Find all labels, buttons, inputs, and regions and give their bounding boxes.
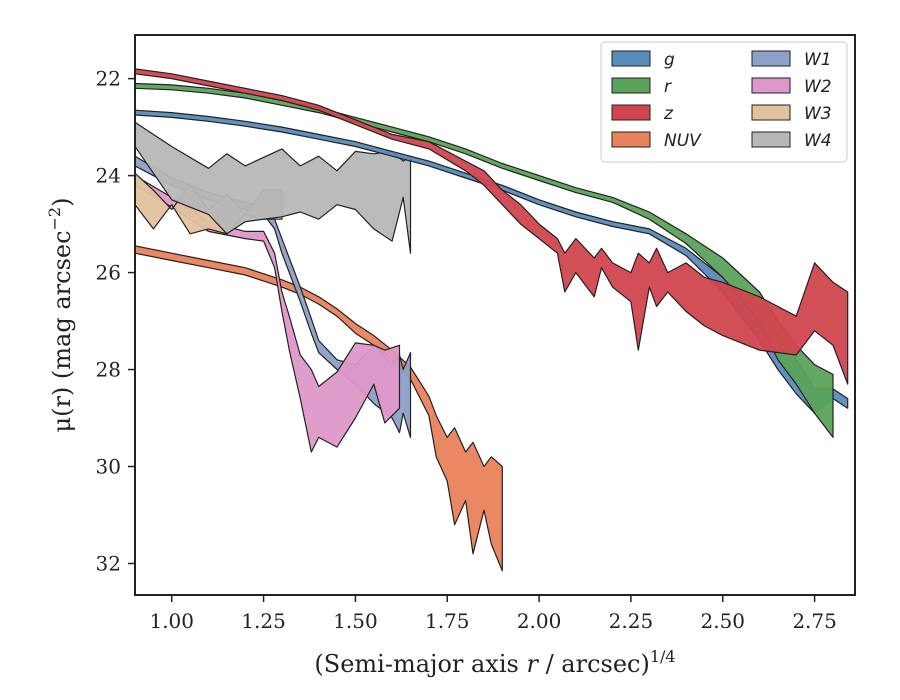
legend-label-g: g xyxy=(664,50,675,70)
x-axis-ticks: 1.00 1.25 1.50 1.75 2.00 2.25 2.50 2.75 xyxy=(149,595,837,633)
x-axis-label: (Semi-major axis r / arcsec)1/4 xyxy=(314,647,675,678)
legend-label-w2: W2 xyxy=(804,77,832,97)
legend-swatch-z xyxy=(611,104,651,121)
legend: grz NUV W1 W2 W3 W4 xyxy=(600,41,848,163)
y-axis-label: μ(r) (mag arcsec−2) xyxy=(45,198,76,433)
profile-bands xyxy=(135,68,849,572)
legend-label-z: z xyxy=(663,104,674,124)
legend-swatch-r xyxy=(611,77,651,94)
band-z xyxy=(135,68,849,385)
x-tick-label: 2.00 xyxy=(517,609,562,633)
legend-label-nuv: NUV xyxy=(664,131,702,151)
band-nuv xyxy=(135,245,503,572)
legend-swatch-w3 xyxy=(751,104,791,121)
band-w4 xyxy=(135,121,412,254)
x-tick-label: 1.25 xyxy=(241,609,286,633)
y-tick-label: 24 xyxy=(96,164,121,188)
legend-label-r: r xyxy=(664,77,672,97)
legend-swatch-w4 xyxy=(751,131,791,148)
legend-label-w3: W3 xyxy=(804,104,832,124)
y-tick-label: 32 xyxy=(96,551,121,575)
legend-swatch-w2 xyxy=(751,77,791,94)
x-tick-label: 2.75 xyxy=(792,609,837,633)
y-tick-label: 26 xyxy=(96,261,121,285)
legend-label-w1: W1 xyxy=(804,50,832,70)
x-tick-label: 2.25 xyxy=(609,609,654,633)
y-tick-label: 22 xyxy=(96,67,121,91)
x-tick-label: 2.50 xyxy=(700,609,745,633)
band-g xyxy=(135,109,849,414)
legend-swatch-g xyxy=(611,50,651,67)
plot-frame xyxy=(134,34,856,596)
y-axis-ticks: 22 24 26 28 30 32 xyxy=(96,67,135,575)
legend-swatch-w1 xyxy=(751,50,791,67)
x-tick-label: 1.75 xyxy=(425,609,470,633)
y-tick-label: 30 xyxy=(96,455,121,479)
y-tick-label: 28 xyxy=(96,358,121,382)
x-tick-label: 1.00 xyxy=(149,609,194,633)
legend-label-w4: W4 xyxy=(804,131,832,151)
x-tick-label: 1.50 xyxy=(333,609,378,633)
legend-swatch-nuv xyxy=(611,131,651,148)
band-w2 xyxy=(135,175,401,453)
